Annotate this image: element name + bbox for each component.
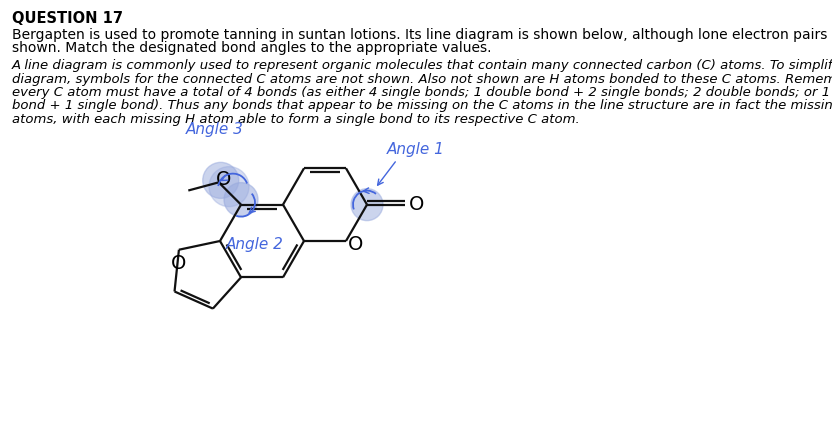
Text: bond + 1 single bond). Thus any bonds that appear to be missing on the C atoms i: bond + 1 single bond). Thus any bonds th… xyxy=(12,100,832,112)
Text: Angle 1: Angle 1 xyxy=(387,142,445,157)
Text: O: O xyxy=(349,235,364,254)
Circle shape xyxy=(209,167,249,207)
Text: Angle 3: Angle 3 xyxy=(186,122,244,137)
Text: O: O xyxy=(171,254,186,273)
Text: O: O xyxy=(409,195,424,214)
Circle shape xyxy=(224,183,258,217)
Text: QUESTION 17: QUESTION 17 xyxy=(12,11,123,26)
Text: Bergapten is used to promote tanning in suntan lotions. Its line diagram is show: Bergapten is used to promote tanning in … xyxy=(12,28,832,42)
Text: every C atom must have a total of 4 bonds (as either 4 single bonds; 1 double bo: every C atom must have a total of 4 bond… xyxy=(12,86,832,99)
Circle shape xyxy=(203,162,239,198)
Text: shown. Match the designated bond angles to the appropriate values.: shown. Match the designated bond angles … xyxy=(12,41,492,55)
Text: A line diagram is commonly used to represent organic molecules that contain many: A line diagram is commonly used to repre… xyxy=(12,59,832,72)
Circle shape xyxy=(351,189,383,220)
Text: atoms, with each missing H atom able to form a single bond to its respective C a: atoms, with each missing H atom able to … xyxy=(12,113,580,126)
Text: diagram, symbols for the connected C atoms are not shown. Also not shown are H a: diagram, symbols for the connected C ato… xyxy=(12,72,832,86)
Text: Angle 2: Angle 2 xyxy=(226,237,284,252)
Text: O: O xyxy=(216,170,231,189)
